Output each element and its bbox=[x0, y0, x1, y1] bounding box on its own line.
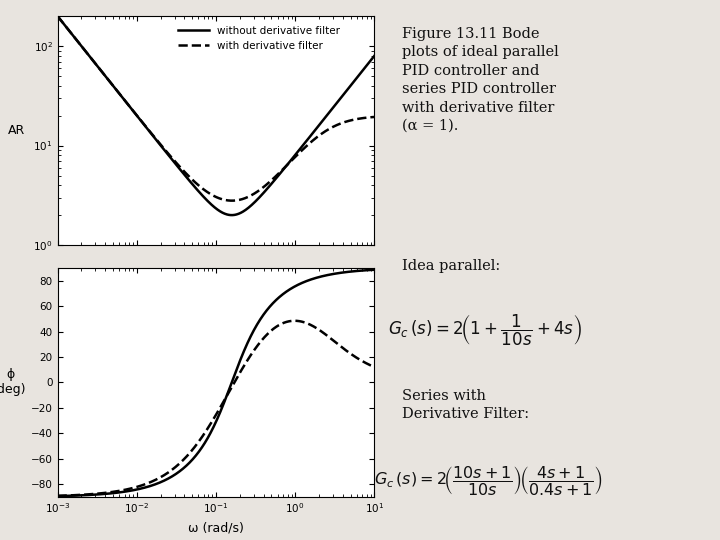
without derivative filter bbox=[86, 53, 94, 60]
without derivative filter bbox=[193, 186, 202, 193]
with derivative filter bbox=[271, 173, 280, 180]
Text: Figure 13.11 Bode
plots of ideal parallel
PID controller and
series PID controll: Figure 13.11 Bode plots of ideal paralle… bbox=[402, 27, 559, 133]
Text: Idea parallel:: Idea parallel: bbox=[402, 259, 500, 273]
without derivative filter bbox=[370, 52, 379, 59]
Y-axis label: ϕ
(deg): ϕ (deg) bbox=[0, 368, 27, 396]
without derivative filter bbox=[181, 173, 190, 179]
Text: Series with
Derivative Filter:: Series with Derivative Filter: bbox=[402, 389, 529, 421]
without derivative filter bbox=[301, 140, 310, 146]
without derivative filter bbox=[228, 212, 236, 218]
X-axis label: ω (rad/s): ω (rad/s) bbox=[188, 521, 244, 534]
Y-axis label: AR: AR bbox=[8, 124, 25, 137]
with derivative filter bbox=[181, 170, 190, 177]
with derivative filter bbox=[306, 139, 315, 146]
Legend: without derivative filter, with derivative filter: without derivative filter, with derivati… bbox=[174, 22, 345, 55]
Text: $G_c\,(s) = 2\!\left(1+\dfrac{1}{10s}+4s\right)$: $G_c\,(s) = 2\!\left(1+\dfrac{1}{10s}+4s… bbox=[388, 313, 582, 348]
without derivative filter bbox=[271, 176, 280, 183]
with derivative filter bbox=[53, 13, 62, 19]
without derivative filter bbox=[306, 132, 315, 139]
with derivative filter bbox=[228, 198, 236, 204]
Line: without derivative filter: without derivative filter bbox=[58, 16, 374, 215]
with derivative filter bbox=[86, 53, 94, 60]
with derivative filter bbox=[193, 181, 202, 187]
Text: $G_c\,(s) = 2\!\left(\dfrac{10s+1}{10s}\right)\!\left(\dfrac{4s+1}{0.4s+1}\right: $G_c\,(s) = 2\!\left(\dfrac{10s+1}{10s}\… bbox=[374, 464, 603, 497]
Line: with derivative filter: with derivative filter bbox=[58, 16, 374, 201]
with derivative filter bbox=[370, 114, 379, 120]
without derivative filter bbox=[53, 13, 62, 19]
with derivative filter bbox=[301, 144, 310, 151]
